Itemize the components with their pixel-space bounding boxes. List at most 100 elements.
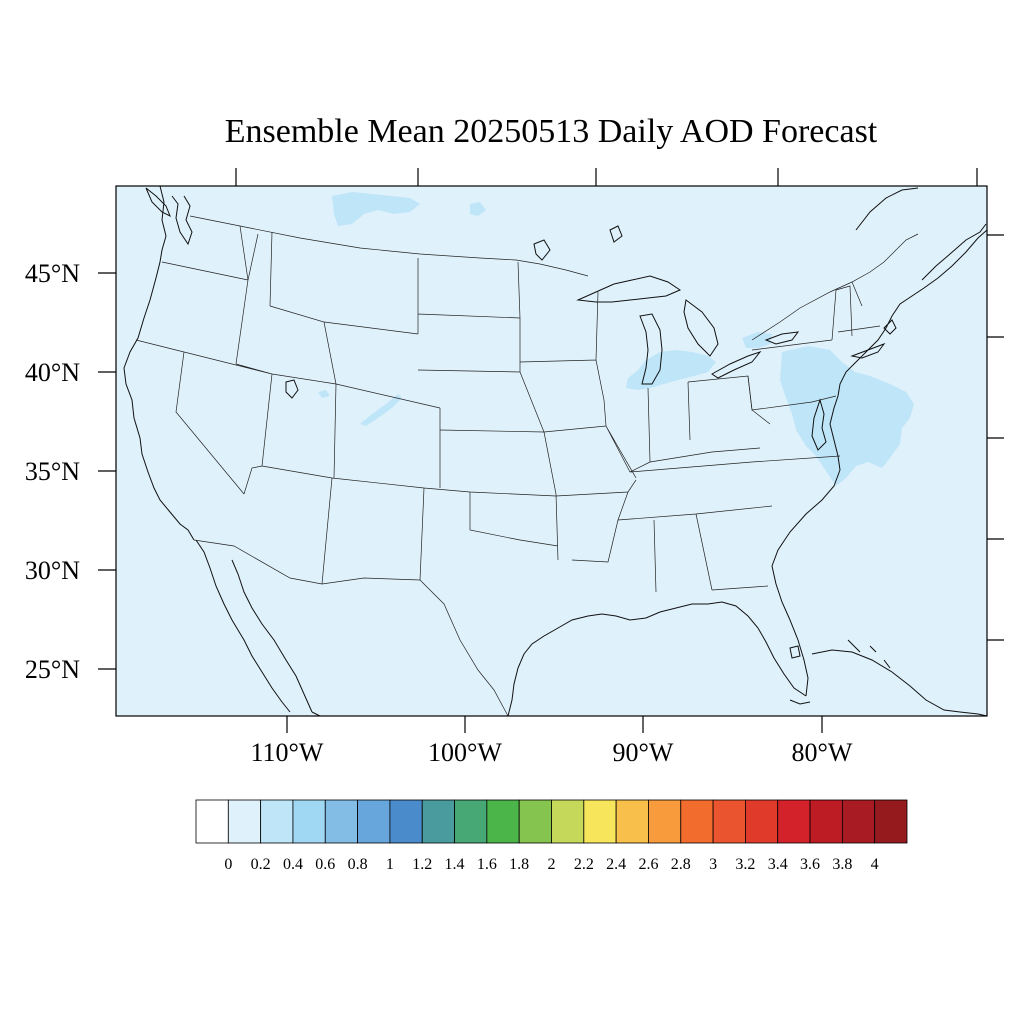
colorbar-label: 4 — [871, 856, 879, 873]
aod-plume-canada-mid — [470, 202, 486, 216]
aod-plume-colorado — [360, 394, 402, 426]
gulf-coast — [507, 601, 807, 717]
colorbar-swatch — [486, 799, 520, 844]
cuba — [811, 649, 988, 717]
colorbar-swatch — [680, 799, 714, 844]
colorbar-swatch — [615, 799, 649, 844]
colorbar-label: 2.8 — [671, 856, 691, 873]
colorbar-label: 2.4 — [606, 856, 626, 873]
colorbar-swatch — [518, 799, 552, 844]
colorbar — [195, 799, 908, 844]
aod-plume-northeast — [780, 346, 914, 486]
colorbar-label: 3 — [709, 856, 717, 873]
nova-scotia — [921, 223, 987, 281]
colorbar-swatch — [551, 799, 585, 844]
colorbar-label: 1.2 — [412, 856, 432, 873]
lake-superior — [576, 275, 682, 303]
lat-label: 25°N — [25, 655, 80, 684]
state-lines-northeast — [747, 281, 881, 411]
colorbar-label: 3.8 — [832, 856, 852, 873]
map-title: Ensemble Mean 20250513 Daily AOD Forecas… — [225, 113, 878, 150]
newfoundland-gulf — [855, 187, 919, 231]
aod-plumes — [318, 192, 914, 486]
map-frame — [115, 185, 988, 717]
colorbar-swatch — [583, 799, 617, 844]
coastlines — [123, 185, 988, 717]
colorbar-swatch — [389, 799, 423, 844]
lake-ontario — [764, 331, 800, 345]
map-panel — [115, 185, 988, 717]
lon-label: 100°W — [428, 738, 502, 767]
aod-plume-great-basin — [318, 390, 330, 398]
lon-label: 110°W — [251, 738, 324, 767]
puget-sound — [171, 195, 193, 246]
colorbar-label: 3.6 — [800, 856, 820, 873]
bahamas — [847, 639, 891, 669]
lake-okeechobee — [789, 645, 801, 659]
colorbar-label: 0.6 — [315, 856, 335, 873]
colorbar-label: 1 — [386, 856, 394, 873]
colorbar-label: 1.4 — [445, 856, 465, 873]
colorbar-label: 0.4 — [283, 856, 303, 873]
colorbar-label: 0.8 — [348, 856, 368, 873]
longitude-labels: 110°W 100°W 90°W 80°W — [251, 738, 853, 767]
lat-label: 40°N — [25, 358, 80, 387]
colorbar-swatch — [841, 799, 876, 844]
lake-michigan — [639, 313, 663, 385]
state-boundaries — [135, 215, 919, 717]
aod-plume-great-lakes — [626, 350, 716, 390]
lat-label: 35°N — [25, 457, 80, 486]
axis-ticks — [98, 168, 1004, 733]
colorbar-labels: 0 0.2 0.4 0.6 0.8 1 1.2 1.4 1.6 1.8 2 2.2 2.4 2.6 2.8 3… — [224, 856, 878, 873]
lon-label: 80°W — [792, 738, 853, 767]
colorbar-label: 2 — [548, 856, 556, 873]
colorbar-label: 2.2 — [574, 856, 594, 873]
colorbar-swatch — [745, 799, 779, 844]
colorbar-label: 3.4 — [768, 856, 788, 873]
lake-winnipeg — [533, 239, 551, 261]
long-island — [850, 342, 886, 359]
colorbar-swatch — [357, 799, 391, 844]
lon-label: 90°W — [613, 738, 674, 767]
lake-huron — [683, 299, 719, 357]
colorbar-swatch — [292, 799, 326, 844]
lake-erie — [711, 350, 762, 379]
colorbar-swatch — [195, 799, 229, 844]
chesapeake-bay — [811, 398, 827, 451]
colorbar-swatch — [421, 799, 455, 844]
colorbar-swatch — [648, 799, 682, 844]
gulf-of-california — [231, 559, 313, 713]
lake-of-the-woods — [609, 225, 623, 243]
baja-california — [195, 539, 291, 713]
colorbar-swatch — [260, 799, 294, 844]
colorbar-label: 3.2 — [735, 856, 755, 873]
state-lines-plains — [417, 258, 559, 561]
us-canada-border — [189, 215, 589, 277]
state-lines-south — [555, 455, 841, 593]
us-canada-border-east — [751, 233, 919, 341]
pacific-coastline — [123, 185, 195, 541]
great-salt-lake — [285, 379, 299, 399]
colorbar-label: 0 — [224, 856, 232, 873]
colorbar-swatch — [324, 799, 358, 844]
latitude-labels: 45°N 40°N 35°N 30°N 25°N — [25, 259, 80, 684]
aod-plume-canada-west — [332, 192, 420, 226]
mexico-pacific-coast — [311, 711, 321, 717]
florida-keys — [789, 699, 811, 705]
atlantic-coast — [771, 229, 988, 697]
vancouver-island — [145, 187, 171, 218]
colorbar-swatch — [227, 799, 262, 844]
state-lines-midwest — [519, 291, 771, 479]
lat-label: 45°N — [25, 259, 80, 288]
cape-cod — [883, 319, 897, 335]
colorbar-label: 1.8 — [509, 856, 529, 873]
colorbar-label: 0.2 — [251, 856, 271, 873]
aod-plume-ontario — [742, 332, 772, 348]
colorbar-swatch — [874, 799, 908, 844]
colorbar-swatch — [777, 799, 811, 844]
colorbar-label: 1.6 — [477, 856, 497, 873]
colorbar-label: 2.6 — [638, 856, 658, 873]
colorbar-swatch — [454, 799, 488, 844]
colorbar-swatch — [712, 799, 746, 844]
